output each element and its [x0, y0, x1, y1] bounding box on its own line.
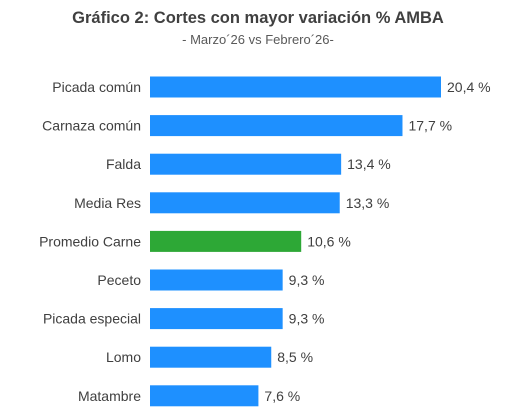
- category-label-carnaza-comun: Carnaza común: [42, 118, 141, 134]
- category-label-peceto: Peceto: [97, 272, 141, 288]
- value-label-peceto: 9,3 %: [289, 272, 325, 288]
- category-label-lomo: Lomo: [106, 349, 141, 365]
- value-label-media-res: 13,3 %: [346, 195, 390, 211]
- bar-media-res: [150, 192, 340, 214]
- category-label-picada-especial: Picada especial: [43, 311, 141, 327]
- category-label-matambre: Matambre: [78, 388, 141, 404]
- chart-title: Gráfico 2: Cortes con mayor variación % …: [72, 9, 444, 27]
- bar-picada-especial: [150, 308, 283, 330]
- value-label-promedio-carne: 10,6 %: [307, 233, 351, 249]
- value-label-picada-especial: 9,3 %: [289, 311, 325, 327]
- category-label-falda: Falda: [106, 156, 141, 172]
- bar-peceto: [150, 269, 283, 291]
- bar-carnaza-comun: [150, 115, 403, 137]
- category-label-promedio-carne: Promedio Carne: [39, 233, 141, 249]
- bar-matambre: [150, 385, 259, 407]
- category-label-picada-comun: Picada común: [52, 79, 141, 95]
- bar-picada-comun: [150, 76, 441, 98]
- bar-lomo: [150, 346, 272, 368]
- value-label-matambre: 7,6 %: [264, 388, 300, 404]
- value-label-carnaza-comun: 17,7 %: [408, 118, 452, 134]
- bar-promedio-carne: [150, 230, 302, 252]
- value-label-picada-comun: 20,4 %: [447, 79, 491, 95]
- category-label-media-res: Media Res: [74, 195, 141, 211]
- value-label-falda: 13,4 %: [347, 156, 391, 172]
- value-label-lomo: 8,5 %: [277, 349, 313, 365]
- chart-subtitle: - Marzo´26 vs Febrero´26-: [182, 32, 334, 47]
- bar-falda: [150, 153, 342, 175]
